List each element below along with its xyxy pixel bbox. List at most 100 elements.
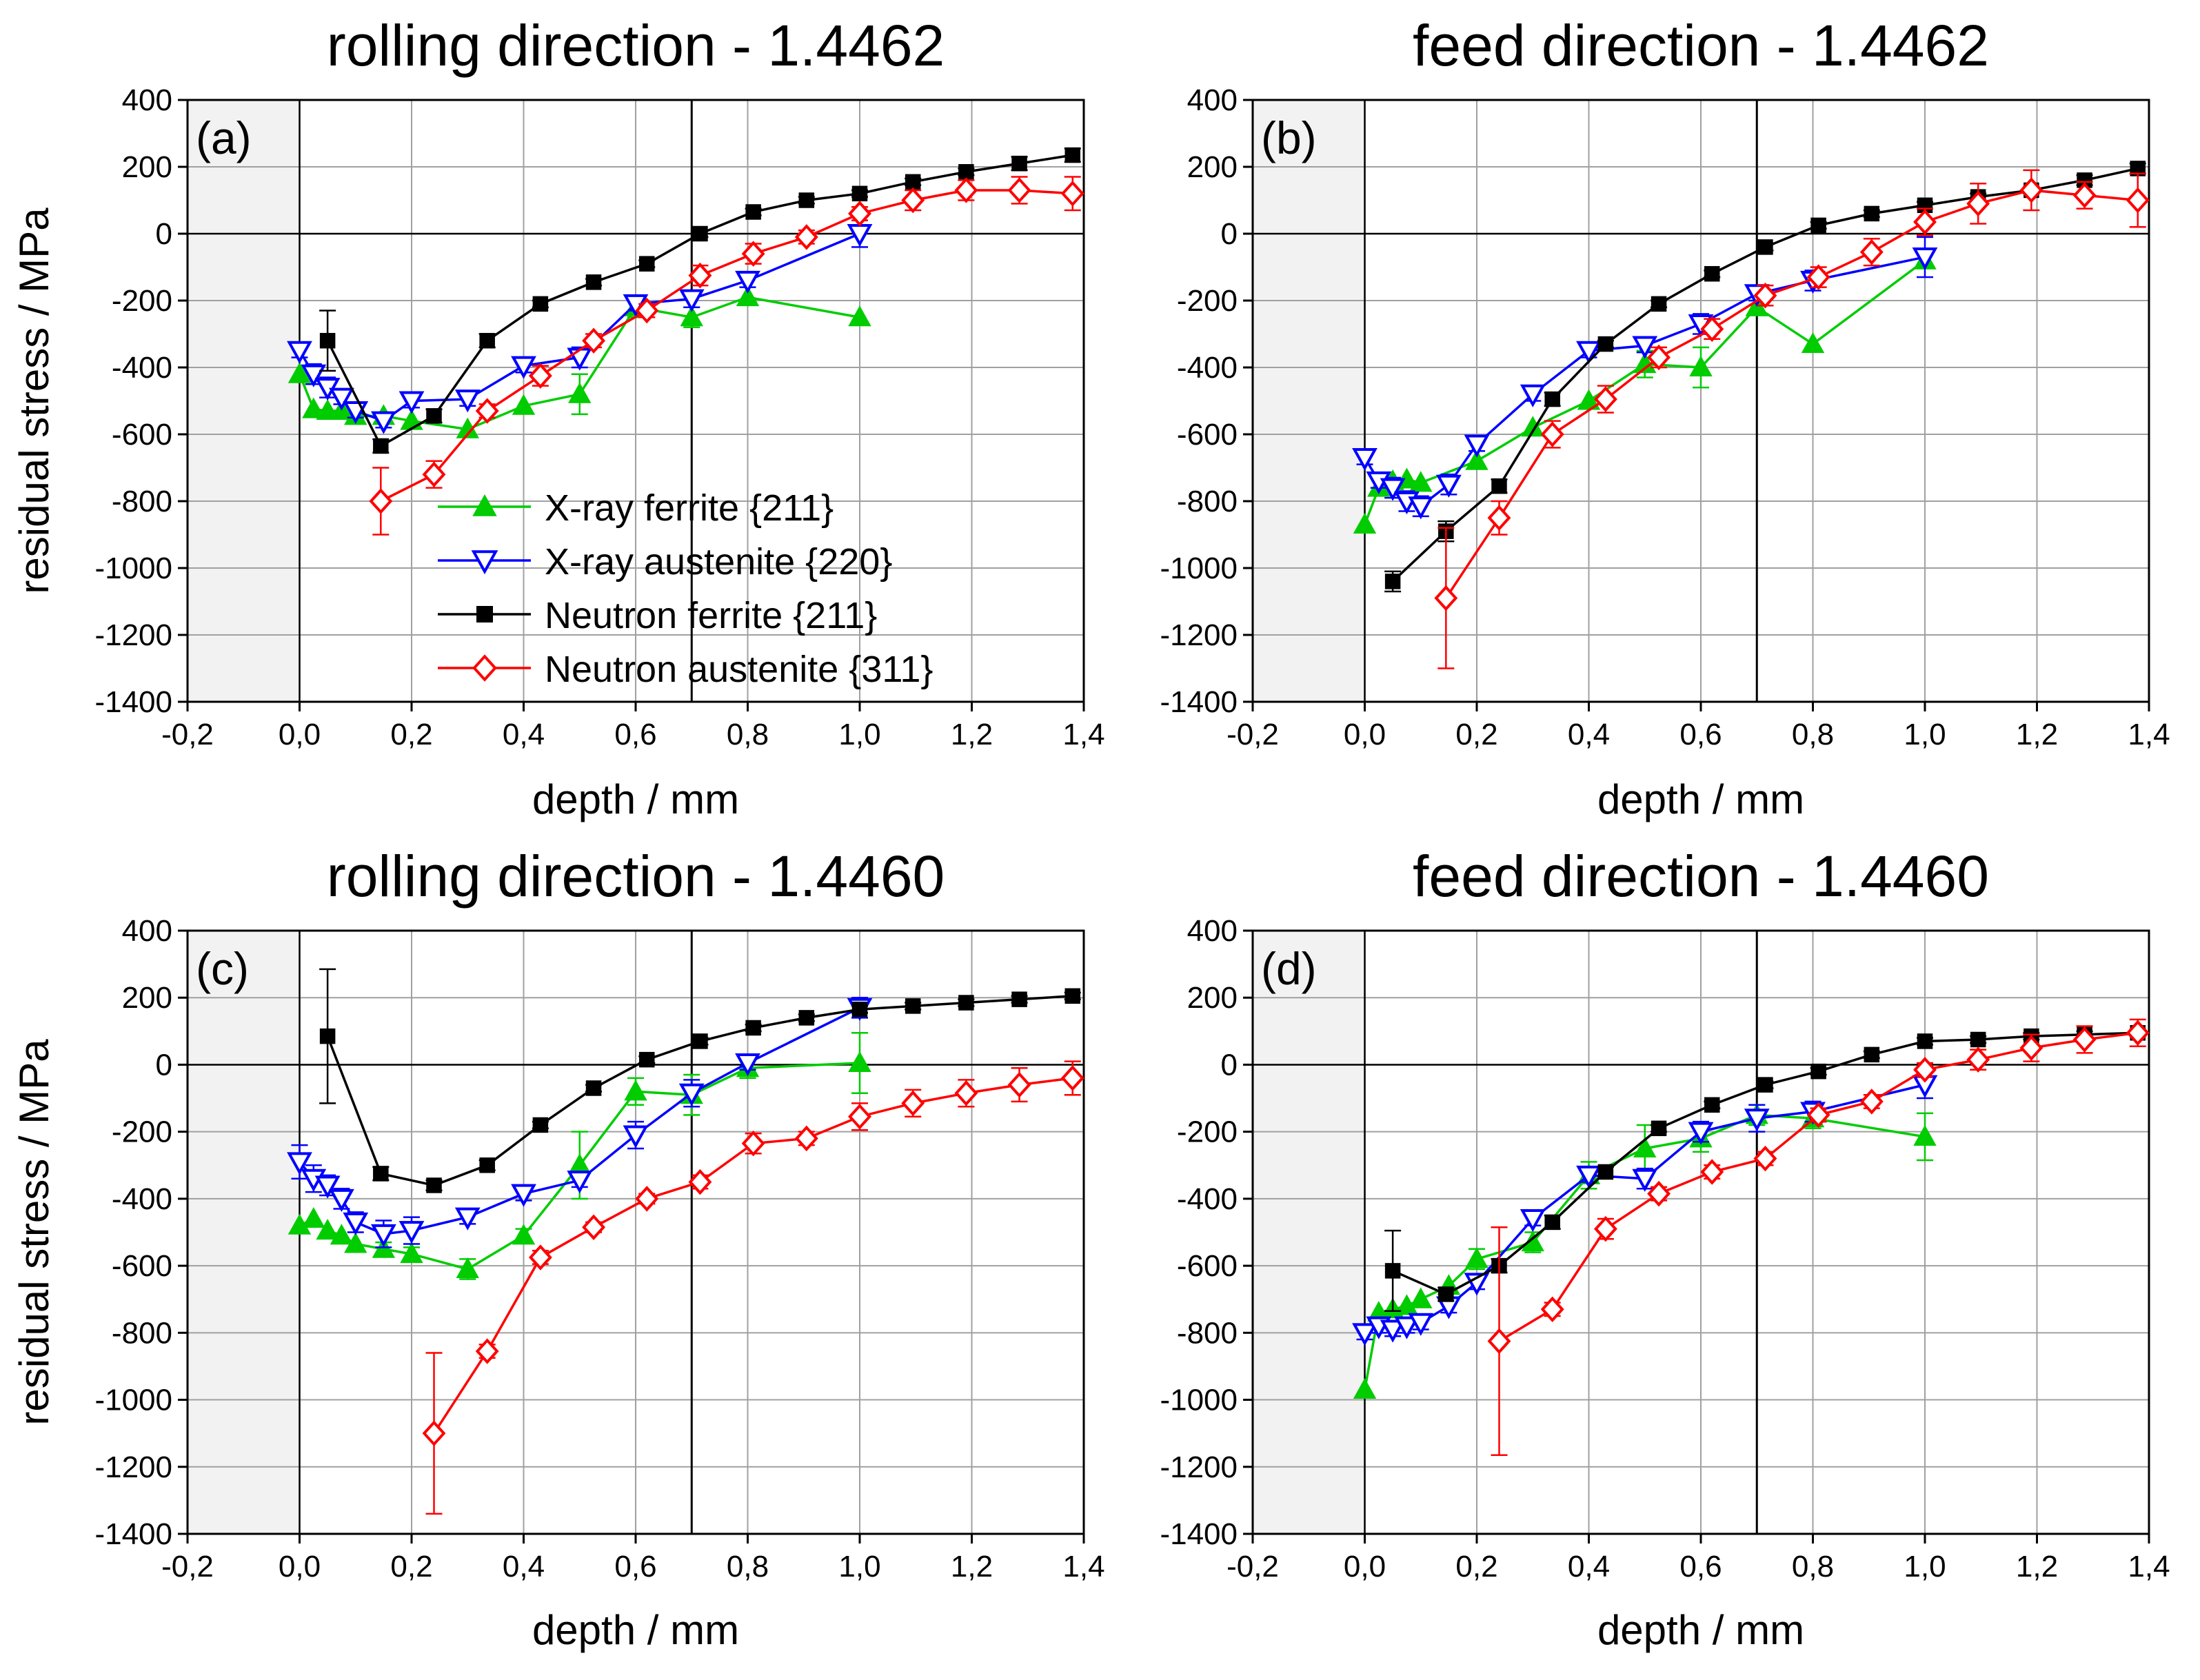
x-tick-label: 0,2 [1455,1550,1497,1583]
chart-panel-c: -0,2 0,0 0,2 0,4 0,6 0,8 1,0 1,2 1,4 -1400 -1200 -1… [11,844,1105,1653]
data-point [287,1152,312,1175]
data-point [1753,282,1777,309]
data-point [512,394,536,415]
data-point [848,201,871,227]
data-point [475,1338,499,1364]
x-tick-label: 0,8 [727,718,769,751]
data-point [1757,1077,1773,1093]
data-point [316,398,339,421]
data-point [1464,1273,1490,1296]
data-point [1434,585,1458,611]
data-point [373,438,389,454]
legend-marker [472,494,497,516]
data-point [1060,181,1084,207]
data-point [422,461,446,487]
x-tick-label: 1,4 [2128,1550,2170,1583]
data-point [958,164,974,180]
data-point [1864,1046,1880,1063]
data-point [426,408,442,424]
data-point [678,289,705,312]
data-point [511,356,536,379]
data-point [692,1033,708,1049]
data-point [848,305,871,327]
data-point [1753,1145,1777,1172]
x-tick-label: 1,0 [1904,718,1946,751]
y-tick-label: -200 [112,284,172,318]
y-tick-label: -400 [1177,1182,1238,1216]
legend-marker [471,550,498,575]
data-point [329,387,354,411]
y-tick-label: 400 [122,914,172,948]
data-point [1384,574,1401,589]
x-tick-label: 0,2 [390,1550,432,1583]
y-tick-label: 200 [122,981,172,1015]
data-point [794,224,818,250]
x-tick-label: 0,6 [614,1550,656,1583]
data-point [745,1020,761,1036]
shaded-region [1253,100,1365,702]
data-point [1597,1164,1614,1180]
data-point [287,362,312,383]
data-point [1632,336,1658,359]
data-point [1633,1136,1657,1157]
x-tick-label: 0,4 [503,718,545,751]
data-point [1409,1287,1433,1308]
panel-label: (c) [196,943,249,994]
data-point [1700,316,1724,342]
data-point [1353,1377,1377,1399]
data-point [1913,209,1937,235]
y-tick-label: -1200 [1160,618,1238,652]
data-point [688,1168,712,1195]
y-tick-label: 0 [1221,217,1238,251]
x-tick-label: 0,2 [1455,718,1497,751]
data-point [426,1177,442,1193]
data-point [1700,1159,1724,1185]
y-tick-label: -600 [112,418,172,452]
data-point [316,1219,339,1240]
data-point [1913,1124,1937,1146]
y-tick-label: -1000 [94,551,172,585]
data-point [1408,496,1434,520]
x-tick-label: 0,0 [1344,718,1386,751]
series-group [287,147,1084,536]
data-point [475,398,499,424]
data-point [1806,1102,1830,1129]
y-axis-label: residual stress / MPa [11,1039,57,1426]
data-point [1744,1109,1770,1132]
data-point [330,1224,354,1245]
data-point [1438,1286,1454,1302]
data-point [2019,177,2043,203]
data-point [532,1117,549,1133]
data-point [1540,421,1564,447]
y-tick-label: 400 [1187,83,1238,117]
x-tick-label: 1,0 [1904,1550,1946,1583]
data-point [745,204,761,220]
y-tick-label: -1400 [94,1517,172,1551]
data-point [1380,478,1406,501]
chart-title: rolling direction - 1.4462 [327,13,945,78]
data-point [301,364,327,387]
data-point [1689,355,1713,376]
panel-label: (a) [196,112,252,163]
y-tick-label: -1200 [1160,1450,1238,1484]
data-point [1064,147,1080,163]
x-tick-label: 0,4 [1568,1550,1610,1583]
panel-label: (d) [1261,943,1317,994]
data-point [1647,1180,1671,1207]
y-tick-label: -400 [112,351,172,385]
data-point [1970,1031,1986,1048]
y-tick-label: -1400 [1160,685,1238,719]
data-point [1859,1089,1884,1115]
data-point [343,1212,369,1236]
x-tick-label: 0,0 [1344,1550,1386,1583]
data-point [735,270,760,294]
data-point [1007,1071,1031,1098]
data-point [1966,190,1990,217]
x-tick-label: 1,4 [2128,718,2170,751]
y-tick-label: -1000 [1160,1384,1238,1417]
data-point [1544,391,1560,407]
data-point [1704,265,1720,282]
data-point [1384,1263,1401,1279]
x-tick-label: 0,8 [1792,718,1834,751]
data-point [454,389,481,413]
